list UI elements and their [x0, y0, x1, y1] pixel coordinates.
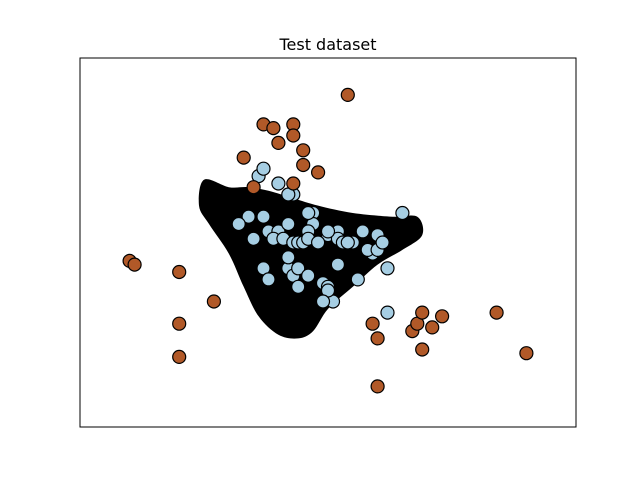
class-0-point	[271, 176, 286, 191]
class-1-point	[370, 379, 385, 394]
class-1-point	[172, 316, 187, 331]
class-1-point	[340, 87, 355, 103]
class-1-point	[519, 346, 534, 361]
class-0-point	[256, 209, 271, 224]
class-1-point	[296, 143, 311, 158]
class-0-point	[291, 261, 306, 276]
class-1-point	[271, 135, 286, 150]
class-1-point	[425, 320, 440, 335]
class-0-point	[395, 205, 410, 221]
plot-area	[79, 57, 577, 428]
class-0-point	[241, 209, 256, 224]
class-1-point	[415, 342, 430, 357]
class-1-point	[365, 316, 380, 331]
class-0-point	[355, 224, 370, 239]
class-0-point	[261, 272, 276, 287]
class-0-point	[291, 279, 306, 294]
class-0-point	[320, 224, 336, 239]
class-0-point	[281, 250, 296, 265]
class-0-point	[301, 205, 316, 221]
class-0-point	[281, 216, 296, 232]
class-1-series	[122, 87, 534, 394]
class-0-point	[375, 235, 390, 250]
class-0-point	[330, 257, 345, 272]
class-0-point	[231, 216, 246, 232]
class-1-point	[415, 305, 430, 320]
class-0-point	[246, 231, 261, 246]
class-1-point	[266, 121, 281, 136]
class-0-point	[311, 235, 326, 250]
class-1-point	[246, 180, 261, 195]
class-0-point	[256, 161, 271, 176]
class-1-point	[127, 257, 142, 272]
class-1-point	[172, 349, 187, 364]
class-0-point	[380, 305, 395, 320]
class-1-point	[296, 157, 311, 173]
class-0-point	[380, 261, 395, 276]
class-1-point	[435, 309, 450, 324]
class-1-point	[370, 331, 385, 346]
class-1-point	[311, 165, 326, 180]
class-0-point	[315, 294, 331, 309]
class-0-point	[340, 235, 355, 250]
class-1-point	[206, 294, 221, 309]
class-0-point	[301, 268, 316, 283]
class-0-series	[231, 161, 410, 320]
class-1-point	[172, 264, 187, 280]
class-1-point	[236, 150, 251, 165]
class-0-point	[350, 272, 365, 287]
class-1-point	[286, 176, 301, 191]
chart-title: Test dataset	[278, 35, 376, 54]
class-1-point	[286, 128, 301, 143]
class-1-point	[489, 305, 504, 320]
